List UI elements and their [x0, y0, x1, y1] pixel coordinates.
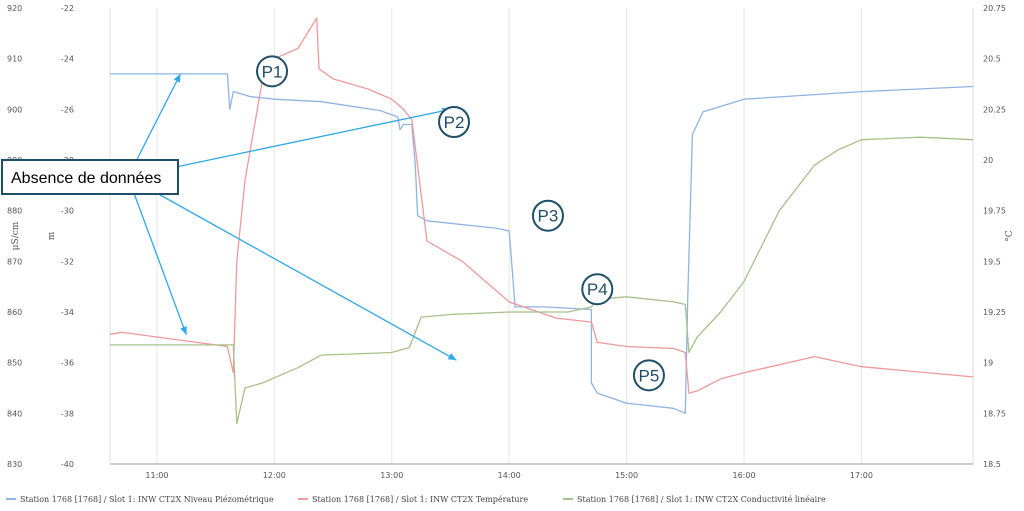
annotation-circle: [256, 55, 289, 88]
y-tick-label-temperature: 18.5: [983, 460, 1001, 469]
y-tick-label-temperature: 20.75: [983, 4, 1006, 13]
x-tick-label: 12:00: [263, 471, 286, 480]
y-tick-label-temperature: 19.5: [983, 257, 1001, 266]
annotation-circle: [438, 106, 471, 138]
axes: 11:00 12:00 13:00 14:00 15:00 16:00 17:00 920 91…: [7, 4, 1015, 480]
y-tick-label-temperature: 19: [983, 359, 993, 368]
annotation-circle: [581, 273, 614, 306]
y-axis-label-conductivity: μS/cm: [11, 221, 21, 250]
y-tick-label-level: -36: [61, 359, 74, 368]
y-axis-label-level: m: [47, 231, 57, 240]
y-tick-label-temperature: 18.75: [983, 409, 1006, 418]
annotation-circle: [531, 199, 564, 232]
series-line-conductivity: [110, 136, 974, 425]
y-tick-label-conductivity: 840: [7, 409, 22, 418]
annotations: Absence de données P1 P2 P3 P4 P5: [1, 55, 665, 392]
note-arrowhead: [447, 353, 457, 361]
x-tick-label: 11:00: [145, 471, 168, 480]
y-axis-label-temperature: °C: [1005, 230, 1015, 242]
note-arrowhead: [173, 73, 181, 83]
y-tick-label-conductivity: 880: [7, 207, 22, 216]
y-tick-label-conductivity: 870: [7, 257, 22, 266]
legend-label: Station 1768 [1768] / Slot 1: INW CT2X C…: [577, 495, 826, 504]
legend: Station 1768 [1768] / Slot 1: INW CT2X N…: [6, 495, 826, 504]
note-text: Absence de données: [11, 170, 161, 187]
y-tick-label-level: -26: [61, 105, 74, 114]
y-tick-label-level: -22: [61, 4, 74, 13]
y-tick-label-temperature: 19.25: [983, 308, 1006, 317]
x-tick-label: 17:00: [850, 471, 873, 480]
y-tick-label-level: -32: [61, 257, 74, 266]
series-line-temperature: [109, 17, 974, 394]
series-line-level: [110, 73, 974, 414]
note-box: [1, 159, 179, 195]
y-tick-label-conductivity: 900: [7, 105, 22, 114]
legend-label: Station 1768 [1768] / Slot 1: INW CT2X T…: [312, 495, 528, 504]
y-tick-label-temperature: 20: [983, 156, 993, 165]
x-tick-label: 16:00: [733, 471, 756, 480]
x-tick-label: 13:00: [380, 471, 403, 480]
y-tick-label-level: -34: [61, 308, 74, 317]
y-tick-label-level: -24: [61, 55, 74, 64]
y-tick-label-conductivity: 920: [7, 4, 22, 13]
annotation-label: P5: [639, 366, 660, 385]
annotation-label: P1: [262, 62, 283, 81]
y-tick-label-conductivity: 850: [7, 359, 22, 368]
annotation-label: P4: [587, 280, 608, 299]
y-tick-label-temperature: 20.25: [983, 105, 1006, 114]
y-tick-label-temperature: 20.5: [983, 55, 1001, 64]
y-tick-label-conductivity: 860: [7, 308, 22, 317]
annotation-label: P3: [538, 207, 559, 226]
y-tick-label-level: -30: [61, 207, 74, 216]
note-arrow: [127, 176, 187, 336]
note-arrow: [127, 176, 457, 361]
x-tick-label: 15:00: [615, 471, 638, 480]
y-tick-label-conductivity: 830: [7, 460, 22, 469]
annotation-label: P2: [444, 113, 465, 132]
y-tick-label-conductivity: 910: [7, 55, 22, 64]
y-tick-label-level: -40: [61, 460, 74, 469]
note-arrowhead: [180, 326, 187, 335]
legend-label: Station 1768 [1768] / Slot 1: INW CT2X N…: [20, 495, 274, 504]
note-arrow: [127, 108, 451, 178]
x-tick-label: 14:00: [498, 471, 521, 480]
y-tick-label-temperature: 19.75: [983, 207, 1006, 216]
annotation-circle: [632, 359, 665, 392]
y-tick-label-level: -38: [61, 409, 74, 418]
